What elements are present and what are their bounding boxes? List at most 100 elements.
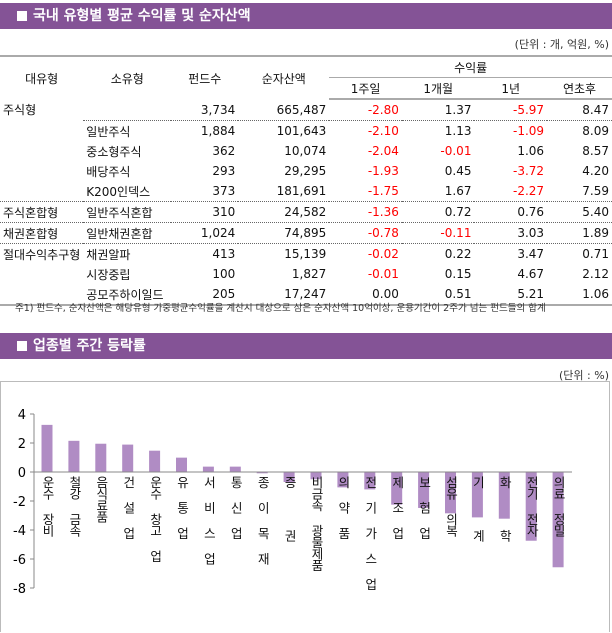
- col-returns: 수익률: [329, 55, 612, 78]
- category-label: 전 기 가 스 업: [362, 476, 378, 590]
- bar: [498, 472, 510, 519]
- bar: [310, 472, 322, 480]
- cell-minor: [83, 99, 172, 121]
- bar: [552, 472, 564, 568]
- table-row: 채권혼합형 일반채권혼합 1,024 74,895 -0.78 -0.11 3.03 1.89: [0, 222, 612, 244]
- bar: [418, 472, 430, 508]
- category-label: 증 권: [282, 476, 298, 541]
- cell-ytd: 1.89: [547, 222, 612, 244]
- cell-minor: 배당주식: [86, 164, 131, 179]
- square-bullet-icon: [17, 11, 27, 21]
- sector-chart: 4 2 0 -2 -4 -6 -8 운수 장비 철강 금속 음식료품 건 설 업 운수 창고 업 유 …: [0, 381, 610, 632]
- cell-assets: 10,074: [284, 144, 327, 158]
- cell-m1: 0.22: [444, 247, 472, 261]
- cell-major: 주식형: [3, 103, 37, 118]
- category-label: 의 약 품: [335, 476, 351, 539]
- cell-funds: 3,734: [171, 99, 239, 121]
- cell-funds: 293: [212, 164, 236, 178]
- cell-w1: -0.02: [367, 247, 399, 261]
- cell-funds: 1,024: [171, 222, 239, 244]
- cell-funds: 310: [171, 201, 239, 223]
- bar: [68, 440, 80, 472]
- cell-minor: 공모주하이일드: [83, 284, 172, 306]
- table-row: 시장중립 100 1,827 -0.01 0.15 4.67 2.12: [0, 264, 612, 284]
- cell-minor: K200인덱스: [83, 181, 172, 202]
- cell-w1: -2.10: [367, 124, 399, 138]
- category-label: 종 이 목 재: [255, 476, 271, 564]
- bar: [525, 472, 537, 541]
- cell-ytd: 7.59: [547, 181, 612, 202]
- bar: [337, 472, 349, 488]
- cell-w1: -1.36: [329, 201, 402, 223]
- table-row: 주식혼합형 일반주식혼합 310 24,582 -1.36 0.72 0.76 5.40: [0, 201, 612, 223]
- col-1month: 1개월: [401, 77, 475, 100]
- cell-m1: 1.13: [444, 124, 472, 138]
- cell-y1: 4.67: [517, 267, 545, 281]
- cell-y1: -5.97: [474, 99, 548, 121]
- category-label: 철강 금속: [66, 476, 82, 536]
- cell-m1: 1.67: [401, 181, 475, 202]
- square-bullet-icon: [17, 341, 27, 351]
- bar: [176, 457, 187, 472]
- category-label: 비금속 광물제품: [309, 476, 324, 571]
- cell-ytd: 4.20: [582, 164, 609, 178]
- table-row: K200인덱스 373 181,691 -1.75 1.67 -2.27 7.59: [0, 181, 612, 202]
- cell-y1: 1.06: [517, 144, 545, 158]
- cell-w1: -1.75: [329, 181, 402, 202]
- cell-m1: 0.15: [444, 267, 472, 281]
- bar: [229, 466, 241, 472]
- table-row: 절대수익추구형 채권알파 413 15,139 -0.02 0.22 3.47 0.71: [0, 244, 612, 265]
- cell-assets: 17,247: [238, 284, 330, 306]
- cell-funds: 205: [171, 284, 239, 306]
- cell-w1: -2.04: [367, 144, 399, 158]
- section-title: 업종별 주간 등락률: [33, 338, 146, 354]
- cell-y1: -2.27: [474, 181, 548, 202]
- cell-major: [0, 181, 84, 202]
- cell-major: [0, 141, 83, 161]
- category-label: 화 학: [497, 476, 513, 541]
- cell-major: 절대수익추구형: [3, 247, 81, 262]
- bar: [391, 472, 403, 505]
- cell-m1: 1.37: [401, 99, 475, 121]
- y-tick-label: 2: [18, 437, 26, 452]
- cell-y1: -3.72: [513, 164, 545, 178]
- cell-assets: 15,139: [284, 247, 327, 261]
- section-title: 국내 유형별 평균 수익률 및 순자산액: [33, 8, 251, 24]
- category-label: 운수 창고 업: [147, 476, 163, 562]
- cell-ytd: 8.57: [582, 144, 609, 158]
- cell-ytd: 8.47: [547, 99, 612, 121]
- col-funds: 펀드수: [171, 55, 239, 99]
- section-header-fund-returns: 국내 유형별 평균 수익률 및 순자산액: [0, 3, 612, 29]
- cell-w1: -1.93: [367, 164, 399, 178]
- bar: [364, 472, 376, 490]
- bar: [41, 424, 53, 472]
- cell-y1: 0.76: [474, 201, 548, 223]
- y-tick-label: -6: [13, 553, 26, 568]
- y-tick-label: 4: [18, 408, 26, 423]
- table-row: 중소형주식 362 10,074 -2.04 -0.01 1.06 8.57: [0, 141, 612, 161]
- cell-major: 주식혼합형: [0, 201, 84, 223]
- cell-funds: 362: [212, 144, 236, 158]
- cell-major: [0, 161, 83, 181]
- category-label: 서 비 스 업: [201, 476, 217, 564]
- cell-m1: 0.72: [401, 201, 475, 223]
- cell-minor: 시장중립: [86, 267, 131, 282]
- cell-major: 채권혼합형: [0, 222, 84, 244]
- cell-assets: 24,582: [238, 201, 330, 223]
- table-row: 주식형 3,734 665,487 -2.80 1.37 -5.97 8.47: [0, 99, 612, 121]
- bar: [202, 466, 214, 472]
- col-ytd: 연초후: [547, 77, 612, 100]
- col-major: 대유형: [0, 55, 84, 99]
- cell-w1: -0.78: [329, 222, 402, 244]
- cell-ytd: 5.40: [547, 201, 612, 223]
- cell-m1: 0.51: [401, 284, 475, 306]
- bar: [122, 444, 134, 472]
- col-1year: 1년: [474, 77, 548, 100]
- cell-assets: 29,295: [284, 164, 327, 178]
- col-1week: 1주일: [329, 77, 402, 100]
- bar: [471, 472, 483, 518]
- cell-major: [0, 264, 83, 284]
- cell-w1: -2.80: [329, 99, 402, 121]
- category-label: 섬유 의복: [443, 476, 459, 536]
- category-label: 통 신 업: [228, 476, 244, 539]
